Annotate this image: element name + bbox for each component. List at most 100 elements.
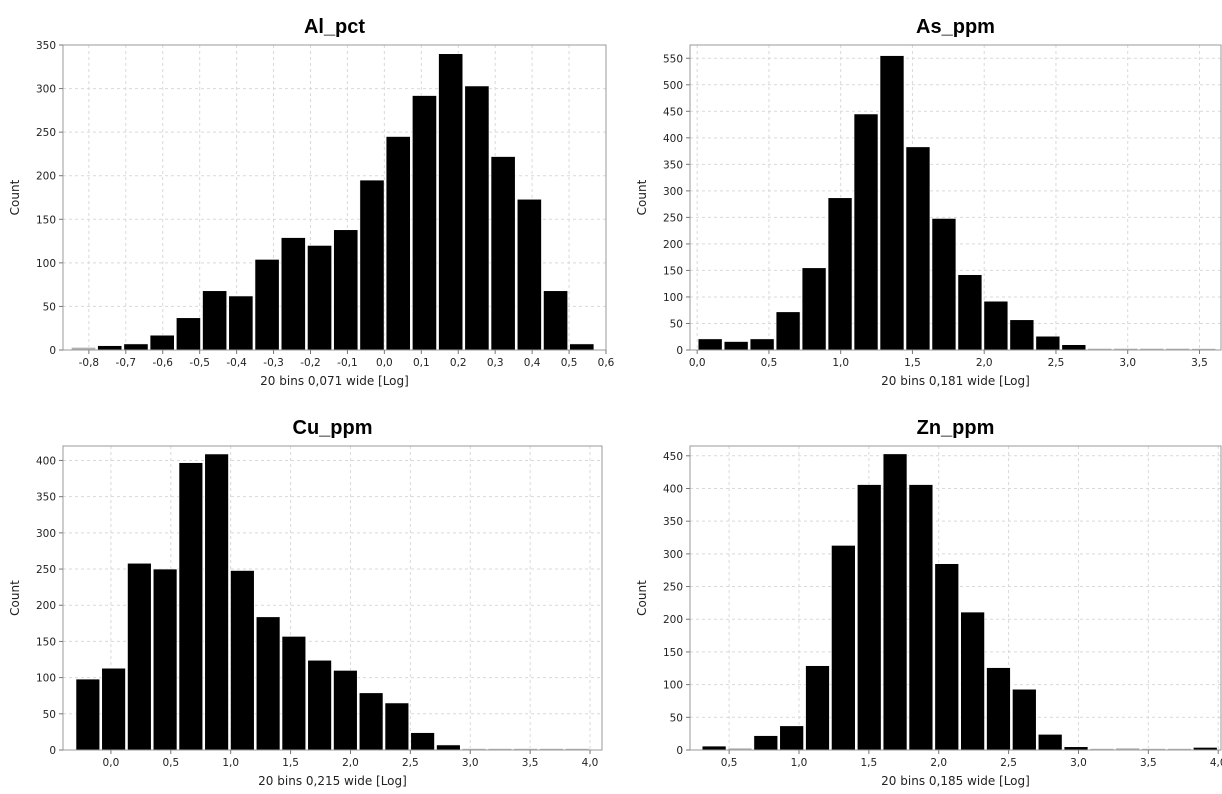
y-tick-label: 150 <box>663 265 683 277</box>
y-tick-label: 300 <box>36 528 56 540</box>
y-tick-label: 150 <box>36 214 56 226</box>
y-tick-label: 250 <box>663 212 683 224</box>
x-tick-label: 0,5 <box>761 357 778 369</box>
histogram-bar <box>149 334 175 351</box>
y-tick-label: 350 <box>36 40 56 52</box>
histogram-bar <box>75 678 101 751</box>
x-tick-label: 2,5 <box>1048 357 1065 369</box>
histogram-bar <box>436 744 461 751</box>
y-tick-label: 300 <box>663 186 683 198</box>
y-tick-label: 400 <box>36 455 56 467</box>
y-tick-label: 400 <box>663 483 683 495</box>
y-tick-label: 50 <box>43 301 56 313</box>
x-tick-label: 3,0 <box>462 757 479 769</box>
x-tick-label: 3,5 <box>1191 357 1208 369</box>
x-tick-label: 3,5 <box>1140 757 1157 769</box>
chart-title: As_ppm <box>916 16 995 38</box>
x-tick-label: 4,0 <box>1210 757 1222 769</box>
x-tick-label: 2,0 <box>976 357 993 369</box>
x-tick-label: 1,5 <box>282 757 299 769</box>
x-tick-label: 2,5 <box>1000 757 1017 769</box>
x-axis-label: 20 bins 0,185 wide [Log] <box>881 774 1030 788</box>
chart-title: Al_pct <box>304 16 365 38</box>
histogram-bar <box>908 484 934 751</box>
x-tick-label: 1,0 <box>832 357 849 369</box>
x-tick-label: 4,0 <box>582 757 599 769</box>
x-tick-label: -0,5 <box>189 357 210 369</box>
x-tick-label: 0,6 <box>598 357 615 369</box>
histogram-bar <box>1012 688 1037 751</box>
histogram-bar <box>701 745 727 751</box>
y-axis-label: Count <box>635 580 649 616</box>
histogram-bar <box>438 53 464 351</box>
chart-title: Cu_ppm <box>293 417 373 439</box>
y-tick-label: 450 <box>663 451 683 463</box>
x-tick-label: 0,5 <box>721 757 738 769</box>
histogram-bar <box>882 453 908 751</box>
plot-frame <box>62 445 603 751</box>
histogram-bar <box>516 198 542 351</box>
x-tick-label: 0,0 <box>376 357 393 369</box>
x-tick-label: 0,0 <box>103 757 120 769</box>
histogram-bar <box>697 338 723 351</box>
histogram-bar <box>543 290 568 351</box>
histogram-bar <box>805 665 830 751</box>
histogram-as-ppm: 0 50 100 150 200 250 300 350 400 450 500 550 0,0 0,5 1… <box>635 16 1222 388</box>
histogram-bar <box>175 317 201 351</box>
y-tick-label: 50 <box>670 318 683 330</box>
y-tick-label: 350 <box>663 159 683 171</box>
histogram-bar <box>101 667 126 751</box>
x-tick-label: 2,0 <box>342 757 359 769</box>
histogram-bar <box>230 570 255 751</box>
histogram-bar <box>307 659 332 751</box>
x-tick-label: 0,5 <box>162 757 179 769</box>
histogram-bar <box>905 146 931 351</box>
x-tick-label: 1,5 <box>904 357 921 369</box>
y-tick-label: 100 <box>36 258 56 270</box>
y-tick-label: 200 <box>36 171 56 183</box>
histogram-bar <box>384 702 410 751</box>
histogram-bar <box>385 136 411 351</box>
histogram-bar <box>1009 319 1035 351</box>
histogram-bar <box>801 267 827 351</box>
histogram-bar <box>723 341 749 351</box>
x-tick-label: -0,7 <box>116 357 137 369</box>
histogram-bar <box>307 245 332 351</box>
histogram-bar <box>359 179 385 351</box>
histogram-bar <box>775 311 801 351</box>
y-tick-label: 0 <box>676 345 683 357</box>
histogram-bar <box>333 670 358 751</box>
y-tick-label: 400 <box>663 133 683 145</box>
y-tick-label: 0 <box>49 345 56 357</box>
y-axis-label: Count <box>635 179 649 215</box>
histogram-bar <box>333 229 359 351</box>
histogram-bar <box>569 343 595 351</box>
histogram-bar <box>202 290 228 351</box>
histogram-bar <box>281 636 307 751</box>
y-tick-label: 100 <box>36 673 56 685</box>
histogram-bar <box>856 484 882 751</box>
histogram-bar <box>490 156 516 351</box>
histogram-bar <box>254 259 280 351</box>
plot-area <box>63 446 602 750</box>
x-tick-label: 1,0 <box>222 757 239 769</box>
histogram-bar <box>879 55 905 351</box>
x-tick-label: 0,3 <box>487 357 504 369</box>
x-axis-label: 20 bins 0,071 wide [Log] <box>260 374 409 388</box>
histogram-bar <box>97 345 123 351</box>
x-tick-label: 1,0 <box>791 757 808 769</box>
plot-frame <box>62 44 607 351</box>
histogram-bar <box>1037 734 1063 751</box>
x-tick-label: -0,3 <box>263 357 284 369</box>
y-tick-label: 0 <box>676 745 683 757</box>
y-tick-label: 50 <box>670 712 683 724</box>
histogram-bar <box>204 453 229 751</box>
x-tick-label: 3,0 <box>1119 357 1136 369</box>
histogram-bar <box>358 692 384 751</box>
histogram-bar <box>255 616 281 751</box>
histogram-bar <box>986 667 1011 751</box>
y-tick-label: 450 <box>663 106 683 118</box>
histogram-bar <box>934 563 959 751</box>
